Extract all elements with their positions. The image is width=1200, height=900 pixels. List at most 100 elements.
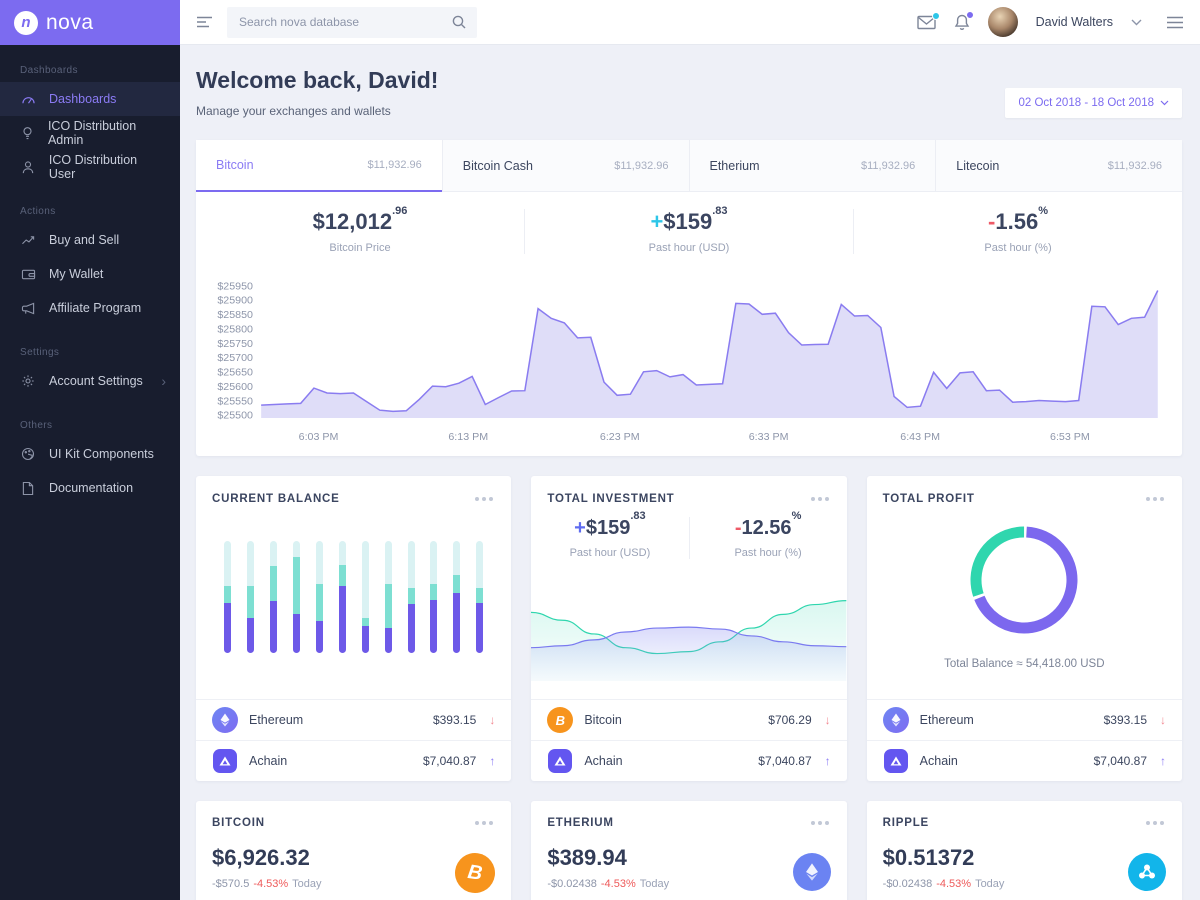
- coin-row-achain[interactable]: Achain $7,040.87 ↑: [196, 740, 512, 781]
- more-options-icon[interactable]: [1144, 819, 1166, 827]
- ticker-change: -$0.02438 -4.53% Today: [547, 878, 830, 890]
- card-title: TOTAL PROFIT: [882, 493, 975, 505]
- more-options-icon[interactable]: [1144, 495, 1166, 503]
- stat-value: +$159.83: [531, 510, 688, 540]
- page-subtitle: Manage your exchanges and wallets: [196, 104, 391, 118]
- user-icon: [20, 159, 36, 175]
- align-left-menu-icon[interactable]: [196, 15, 213, 29]
- tab-bitcoin[interactable]: Bitcoin $11,932.96: [196, 140, 442, 192]
- sidebar-item-ui-kit-components[interactable]: UI Kit Components: [0, 437, 180, 471]
- user-name[interactable]: David Walters: [1035, 15, 1113, 29]
- stat-superscript: .96: [392, 204, 408, 217]
- tab-litecoin[interactable]: Litecoin $11,932.96: [935, 140, 1182, 192]
- stat-superscript: .83: [712, 204, 728, 217]
- x-axis-tick: 6:53 PM: [1050, 431, 1090, 443]
- coin-row-achain[interactable]: Achain $7,040.87 ↑: [866, 740, 1182, 781]
- stat-superscript: .83: [630, 510, 646, 523]
- sidebar-item-label: ICO Distribution Admin: [47, 119, 137, 147]
- coin-name: Ethereum: [249, 713, 304, 727]
- card-title: ETHERIUM: [547, 817, 614, 829]
- bitcoin-icon: B: [452, 850, 498, 896]
- dashboard-icon: [20, 91, 36, 107]
- brand-header[interactable]: n nova: [0, 0, 180, 45]
- tab-price: $11,932.96: [861, 159, 916, 172]
- bar-segment-purple-bottom: [246, 618, 254, 653]
- sidebar-item-dashboards[interactable]: Dashboards: [0, 82, 180, 116]
- stat-past-hour-: -1.56% Past hour (%): [853, 205, 1182, 254]
- sidebar-item-my-wallet[interactable]: My Wallet: [0, 257, 180, 291]
- change-amount: -$0.02438: [547, 878, 597, 890]
- bar-segment-teal-mid: [453, 574, 461, 593]
- bar-segment-pale-top: [453, 541, 461, 575]
- tab-bitcoin-cash[interactable]: Bitcoin Cash $11,932.96: [441, 140, 689, 192]
- ticker-card-bitcoin: BITCOIN $6,926.32 -$570.5 -4.53% Today B: [196, 801, 512, 900]
- coin-value: $7,040.87: [758, 754, 812, 768]
- coin-row-bitcoin[interactable]: B Bitcoin $706.29 ↓: [531, 699, 847, 740]
- sidebar-section-label: Actions: [20, 206, 56, 217]
- total-investment-card: TOTAL INVESTMENT +$159.83 Past hour (USD)…: [531, 476, 847, 781]
- sidebar-item-ico-distribution-user[interactable]: ICO Distribution User: [0, 150, 180, 184]
- balance-bar: [269, 541, 277, 653]
- coin-row-ethereum[interactable]: Ethereum $393.15 ↓: [196, 699, 512, 740]
- more-options-icon[interactable]: [809, 495, 831, 503]
- megaphone-icon: [20, 300, 36, 316]
- coin-name: Achain: [919, 754, 958, 768]
- bar-segment-teal-mid: [430, 583, 438, 601]
- bar-segment-pale-top: [246, 541, 254, 586]
- gear-icon: [20, 373, 36, 389]
- total-profit-card: TOTAL PROFIT Total Balance ≈ 54,418.00 U…: [866, 476, 1182, 781]
- more-options-icon[interactable]: [473, 819, 495, 827]
- achain-icon: [883, 748, 909, 774]
- sidebar-item-affiliate-program[interactable]: Affiliate Program: [0, 291, 180, 325]
- more-options-icon[interactable]: [473, 495, 495, 503]
- sidebar-item-ico-distribution-admin[interactable]: ICO Distribution Admin: [0, 116, 180, 150]
- stat-label: Past hour (%): [984, 242, 1052, 254]
- sidebar-section-label: Dashboards: [20, 65, 78, 76]
- bar-segment-teal-mid: [292, 556, 300, 614]
- balance-bar: [246, 541, 254, 653]
- stat-past-hour-: -12.56% Past hour (%): [688, 510, 847, 559]
- sidebar-item-account-settings[interactable]: Account Settings ›: [0, 364, 180, 398]
- search-icon[interactable]: [451, 14, 467, 30]
- date-range-button[interactable]: 02 Oct 2018 - 18 Oct 2018: [1005, 88, 1182, 118]
- ripple-icon: [1128, 853, 1166, 891]
- ticker-price: $389.94: [547, 845, 627, 870]
- menu-icon[interactable]: [1166, 16, 1184, 29]
- arrow-down-icon: ↓: [824, 713, 831, 727]
- coin-name: Achain: [249, 754, 288, 768]
- page-title: Welcome back, David!: [196, 67, 439, 93]
- coin-row-achain[interactable]: Achain $7,040.87 ↑: [531, 740, 847, 781]
- chevron-down-icon[interactable]: [1131, 19, 1142, 26]
- stat-number: 12.56: [741, 517, 792, 539]
- balance-bar: [224, 541, 231, 653]
- user-avatar[interactable]: [987, 7, 1018, 37]
- bar-segment-pale-top: [476, 541, 484, 589]
- balance-bar: [453, 541, 461, 653]
- bell-icon[interactable]: [954, 10, 974, 31]
- chevron-right-icon: ›: [161, 373, 166, 389]
- coin-name: Achain: [584, 754, 623, 768]
- balance-bar: [476, 541, 484, 653]
- balance-bar-chart: [224, 515, 484, 679]
- sidebar-item-label: Documentation: [49, 481, 134, 495]
- bar-segment-pale-top: [407, 541, 415, 589]
- more-options-icon[interactable]: [809, 819, 831, 827]
- bar-segment-teal-mid: [224, 585, 231, 603]
- y-axis-tick: $25650: [217, 367, 253, 379]
- stat-number: $159: [585, 517, 631, 539]
- arrow-up-icon: ↑: [824, 754, 831, 768]
- card-title: RIPPLE: [882, 817, 929, 829]
- sidebar-item-documentation[interactable]: Documentation: [0, 471, 180, 505]
- brand-name: nova: [46, 10, 94, 34]
- balance-bar: [361, 541, 369, 653]
- tab-etherium[interactable]: Etherium $11,932.96: [688, 140, 936, 192]
- mail-icon[interactable]: [916, 11, 940, 30]
- ticker-cards-row: BITCOIN $6,926.32 -$570.5 -4.53% Today B ETHER…: [196, 801, 1182, 900]
- coin-row-ethereum[interactable]: Ethereum $393.15 ↓: [866, 699, 1182, 740]
- price-line: [261, 290, 1159, 413]
- bar-segment-purple-bottom: [384, 628, 392, 653]
- sidebar-item-buy-and-sell[interactable]: Buy and Sell: [0, 223, 180, 257]
- bar-segment-teal-mid: [315, 583, 323, 621]
- investment-stats: +$159.83 Past hour (USD) -12.56% Past hour …: [531, 505, 846, 565]
- search-input[interactable]: [239, 15, 451, 29]
